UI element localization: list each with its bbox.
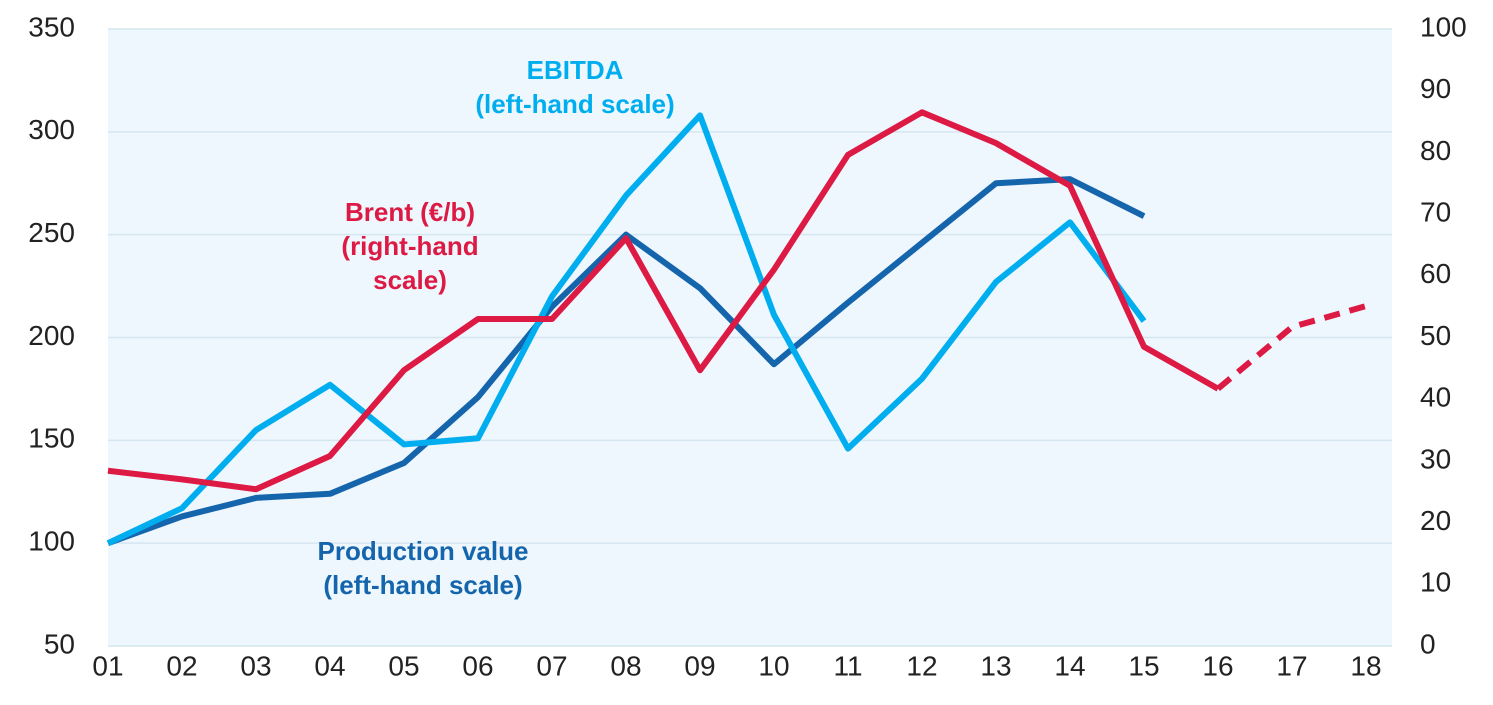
annotation: scale) (373, 265, 447, 295)
y2-tick-label: 90 (1420, 73, 1451, 104)
y-tick-label: 50 (44, 628, 75, 659)
x-tick-label: 13 (980, 650, 1011, 681)
annotation: Brent (€/b) (345, 197, 475, 227)
x-tick-label: 15 (1128, 650, 1159, 681)
x-tick-label: 09 (684, 650, 715, 681)
x-tick-label: 17 (1276, 650, 1307, 681)
x-tick-label: 06 (462, 650, 493, 681)
y2-tick-label: 100 (1420, 11, 1467, 42)
x-tick-label: 16 (1202, 650, 1233, 681)
y-tick-label: 250 (28, 217, 75, 248)
y-tick-label: 200 (28, 320, 75, 351)
series-line (106, 176, 1146, 546)
annotation: Production value (318, 536, 529, 566)
y2-tick-label: 60 (1420, 258, 1451, 289)
y-tick-label: 100 (28, 526, 75, 557)
x-tick-label: 05 (388, 650, 419, 681)
annotation: EBITDA (527, 55, 624, 85)
y-tick-label: 300 (28, 114, 75, 145)
x-tick-label: 18 (1350, 650, 1381, 681)
x-tick-label: 10 (758, 650, 789, 681)
y2-tick-label: 70 (1420, 196, 1451, 227)
y-tick-label: 150 (28, 423, 75, 454)
x-tick-label: 14 (1054, 650, 1085, 681)
y2-tick-label: 10 (1420, 567, 1451, 598)
series-line (107, 109, 1220, 493)
x-tick-label: 03 (240, 650, 271, 681)
annotation: (right-hand (341, 231, 478, 261)
y2-tick-label: 50 (1420, 320, 1451, 351)
y2-tick-label: 80 (1420, 135, 1451, 166)
y2-tick-label: 20 (1420, 505, 1451, 536)
annotation: (left-hand scale) (323, 570, 522, 600)
x-tick-label: 12 (906, 650, 937, 681)
x-tick-label: 08 (610, 650, 641, 681)
y2-tick-label: 0 (1420, 628, 1436, 659)
series-line (106, 112, 1147, 546)
x-tick-label: 04 (314, 650, 345, 681)
x-tick-label: 11 (833, 650, 862, 681)
y2-tick-label: 30 (1420, 443, 1451, 474)
x-tick-label: 01 (92, 650, 123, 681)
y2-tick-label: 40 (1420, 382, 1451, 413)
series-line (1216, 303, 1367, 392)
x-tick-label: 02 (166, 650, 197, 681)
y-tick-label: 350 (28, 11, 75, 42)
x-tick-label: 07 (536, 650, 567, 681)
annotation: (left-hand scale) (475, 89, 674, 119)
